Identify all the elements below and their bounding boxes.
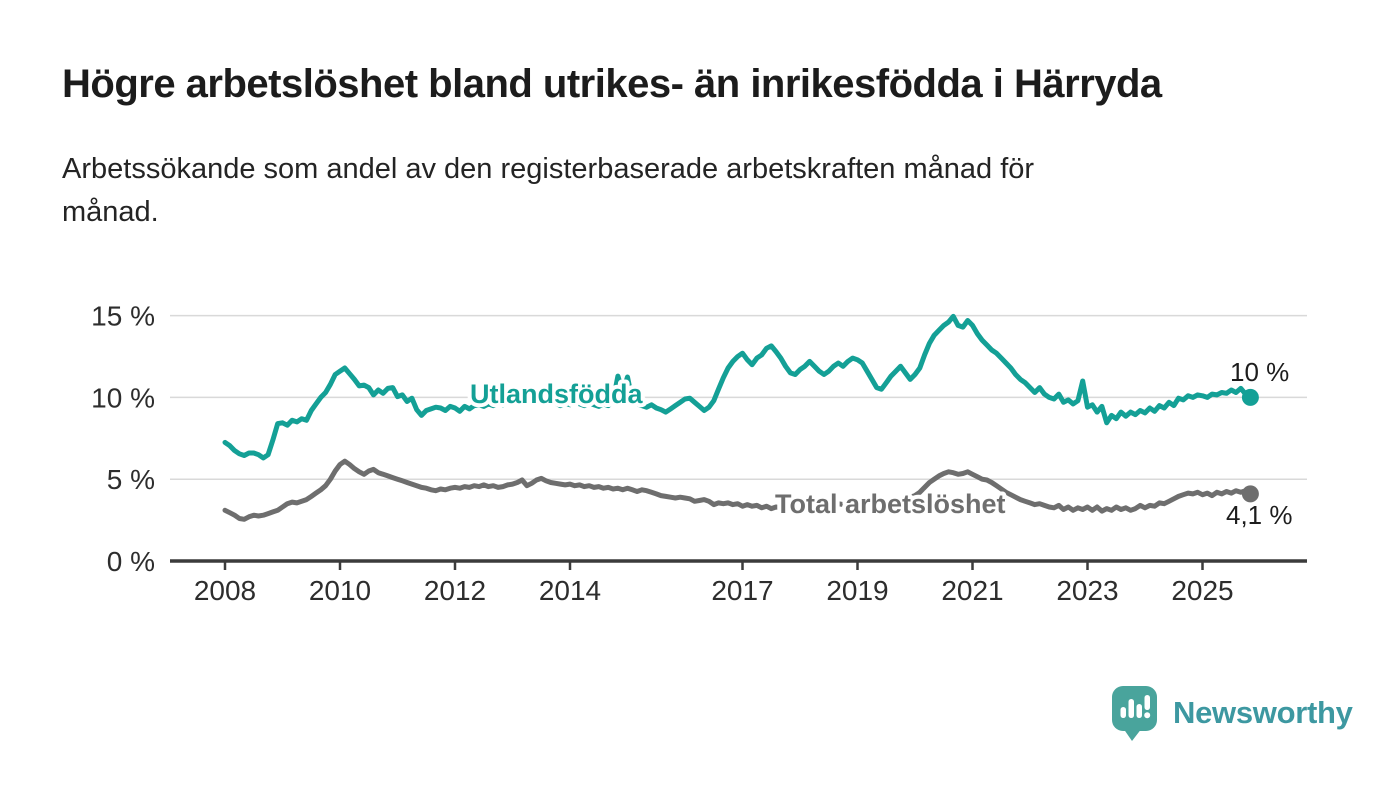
y-axis-labels: 0 % 5 % 10 % 15 % — [91, 301, 155, 577]
utlandsfodda-line — [222, 313, 1253, 461]
chart-subtitle-line-1: Arbetssökande som andel av den registerb… — [62, 153, 1035, 185]
x-axis-labels: 2008 2010 2012 2014 2017 2019 2021 2023 2025 — [194, 575, 1234, 606]
y-axis-tick-label: 5 % — [107, 464, 155, 495]
logo-bubble-tail — [1123, 728, 1142, 741]
newsworthy-wordmark: Newsworthy — [1173, 695, 1353, 730]
utlandsfodda-series-label: Utlandsfödda — [470, 379, 643, 409]
x-axis-tick-label: 2025 — [1171, 575, 1233, 606]
total-endpoint-dot — [1241, 485, 1259, 503]
logo-bubble-shape — [1112, 686, 1157, 731]
newsworthy-logo: Newsworthy — [1110, 684, 1353, 742]
x-axis-tick-label: 2008 — [194, 575, 256, 606]
utlandsfodda-end-value-label: 10 % — [1230, 357, 1289, 387]
logo-bar-1 — [1120, 707, 1126, 718]
x-axis-tick-label: 2023 — [1056, 575, 1118, 606]
chart-subtitle: Arbetssökande som andel av den registerb… — [62, 148, 1262, 234]
y-axis-tick-label: 15 % — [91, 301, 155, 332]
total-series-label: Total arbetslöshet — [775, 489, 1006, 519]
x-axis-tick-label: 2014 — [539, 575, 601, 606]
utlandsfodda-endpoint-dot — [1241, 388, 1259, 406]
logo-exclamation-dot — [1144, 712, 1151, 719]
x-axis-tick-label: 2010 — [309, 575, 371, 606]
total-end-value-label: 4,1 % — [1226, 500, 1293, 530]
y-axis-tick-label: 0 % — [107, 546, 155, 577]
x-axis-tick-label: 2021 — [941, 575, 1003, 606]
y-gridlines — [170, 314, 1307, 480]
chart-subtitle-line-2: månad. — [62, 195, 159, 228]
x-axis-tick-label: 2012 — [424, 575, 486, 606]
x-axis-ticks — [223, 561, 1204, 570]
x-axis-tick-label: 2019 — [826, 575, 888, 606]
logo-exclamation-bar — [1144, 695, 1150, 710]
chart-title: Högre arbetslöshet bland utrikes- än inr… — [62, 62, 1162, 106]
total-arbetsloshet-line — [222, 458, 1253, 522]
logo-bar-3 — [1136, 704, 1142, 718]
newsworthy-logo-icon — [1112, 686, 1157, 741]
series-lines — [222, 313, 1259, 522]
logo-bar-2 — [1128, 699, 1134, 718]
y-axis-tick-label: 10 % — [91, 382, 155, 413]
x-axis-tick-label: 2017 — [711, 575, 773, 606]
